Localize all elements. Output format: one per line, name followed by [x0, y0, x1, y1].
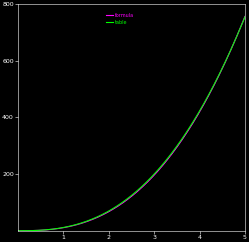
Legend: formula, table: formula, table [104, 11, 136, 27]
